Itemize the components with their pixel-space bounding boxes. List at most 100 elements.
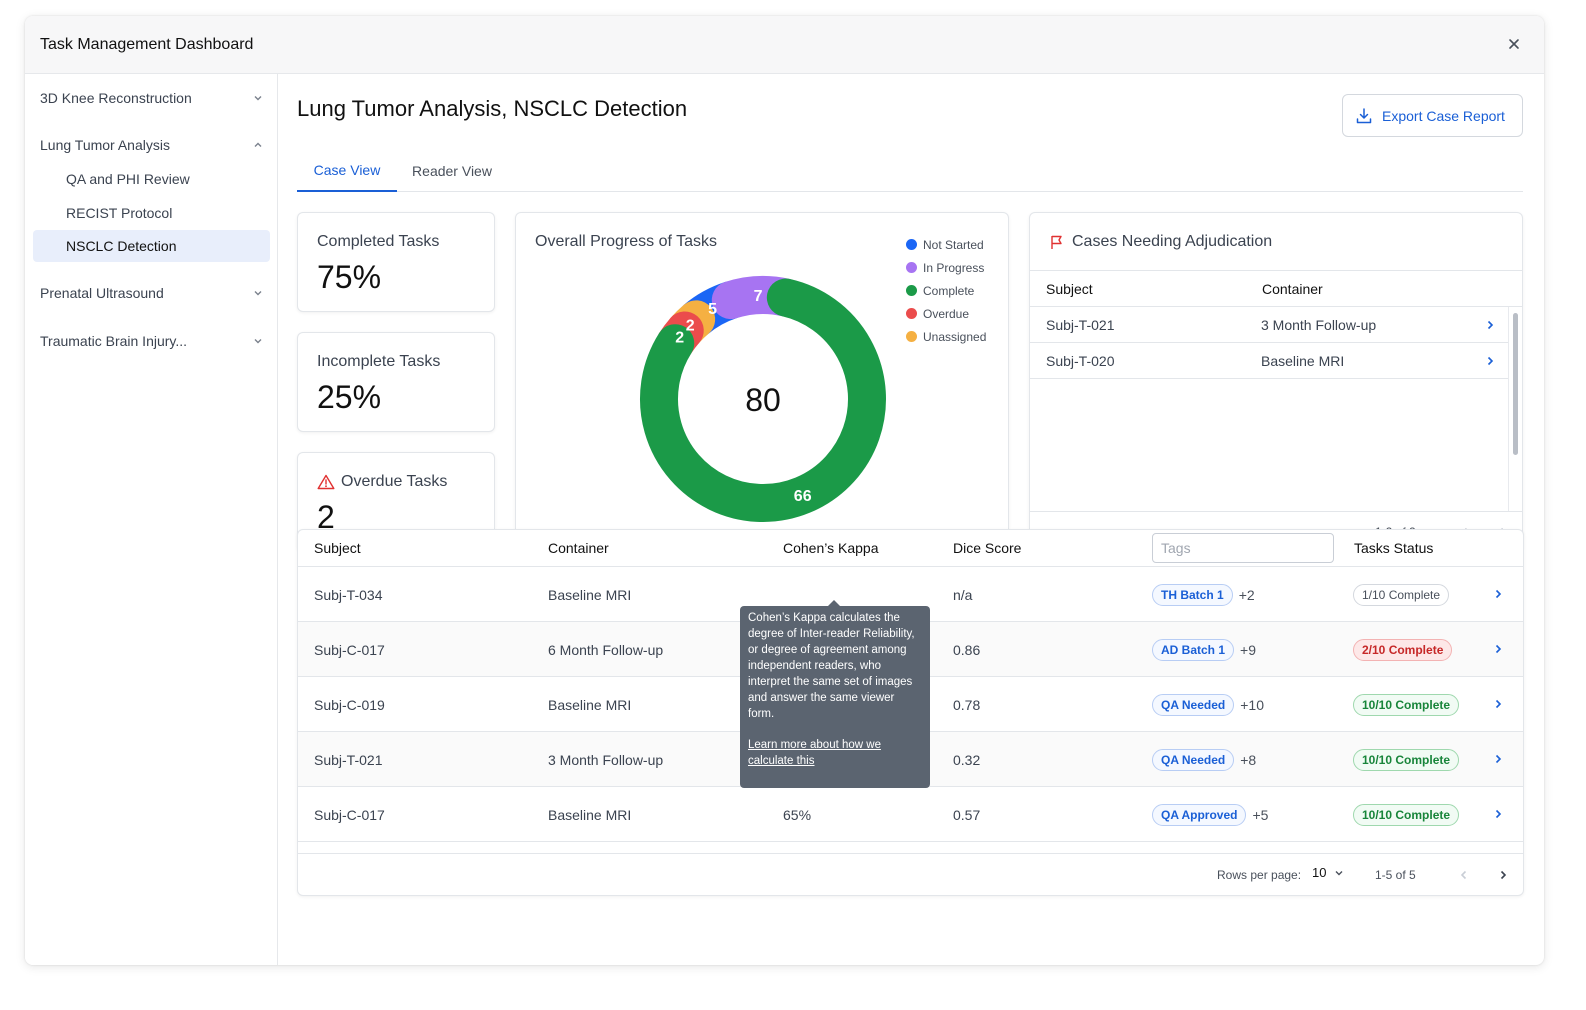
cell-dice-score: 0.78 [953, 696, 981, 713]
adjudication-title: Cases Needing Adjudication [1072, 233, 1273, 250]
cell-dice-score: n/a [953, 586, 973, 603]
more-tags-count[interactable]: +8 [1240, 751, 1257, 768]
chevron-down-icon [254, 339, 262, 344]
rows-per-page-label: Rows per page: [1217, 868, 1302, 882]
table-header-divider [298, 566, 1523, 567]
cell-container: Baseline MRI [548, 806, 632, 823]
more-tags-count[interactable]: +9 [1240, 641, 1256, 658]
sidebar-group-lung[interactable]: Lung Tumor Analysis [40, 129, 265, 161]
sidebar-group-label: 3D Knee Reconstruction [40, 90, 192, 106]
donut-chart: 80 5 7 66 22 [640, 276, 886, 522]
adjudication-row[interactable]: Subj-T-020 Baseline MRI [1030, 343, 1508, 379]
legend-dot [906, 331, 917, 342]
adjudication-row[interactable]: Subj-T-021 3 Month Follow-up [1030, 307, 1508, 343]
rows-per-page-value: 10 [1312, 865, 1327, 880]
overdue-tasks-label: Overdue Tasks [341, 473, 448, 490]
close-button[interactable] [1502, 32, 1526, 56]
chevron-up-icon [254, 142, 262, 147]
adjudication-column-headers: Subject Container [1030, 271, 1522, 307]
tab-case-view[interactable]: Case View [297, 149, 397, 192]
tab-reader-view[interactable]: Reader View [412, 162, 492, 179]
next-page-icon[interactable] [1496, 868, 1510, 882]
tag-chip[interactable]: QA Needed [1152, 748, 1235, 771]
more-tags-count[interactable]: +10 [1240, 696, 1264, 713]
donut-slice-complete [640, 278, 886, 522]
tag-chip[interactable]: QA Needed [1152, 693, 1235, 716]
legend-label: In Progress [923, 260, 985, 275]
col-header-subject: Subject [314, 540, 361, 556]
tag-chip[interactable]: TH Batch 1 [1152, 583, 1233, 606]
donut-slice-label: 66 [794, 488, 812, 505]
table-pagination: Rows per page: 10 1-5 of 5 [298, 853, 1523, 897]
status-badge: 10/10 Complete [1353, 693, 1460, 716]
tag-chip[interactable]: AD Batch 1 [1152, 638, 1235, 661]
sidebar-group-tbi[interactable]: Traumatic Brain Injury... [40, 325, 265, 357]
cell-subject: Subj-T-021 [314, 751, 383, 768]
legend-item-overdue: Overdue [906, 302, 986, 325]
overdue-tasks-header: Overdue Tasks [317, 473, 447, 491]
adj-col-container: Container [1262, 281, 1323, 297]
legend-label: Not Started [923, 237, 984, 252]
legend-item-in-progress: In Progress [906, 256, 986, 279]
cell-tasks-status: 2/10 Complete [1353, 622, 1453, 677]
col-header-cohens-kappa[interactable]: Cohen’s Kappa [783, 540, 879, 556]
cell-tasks-status: 10/10 Complete [1353, 732, 1460, 787]
more-tags-count[interactable]: +5 [1252, 806, 1269, 823]
chevron-right-icon[interactable] [1491, 697, 1505, 711]
cell-tasks-status: 10/10 Complete [1353, 787, 1460, 842]
table-row[interactable]: Subj-C-017 Baseline MRI 65% 0.57 QA Approved… [298, 787, 1523, 842]
chevron-right-icon[interactable] [1491, 587, 1505, 601]
chart-legend: Not Started In Progress Complete Overdue… [906, 233, 986, 348]
sidebar-group-prenatal[interactable]: Prenatal Ultrasound [40, 277, 265, 309]
incomplete-tasks-value: 25% [317, 379, 382, 415]
adjudication-scrollbar[interactable] [1508, 307, 1523, 511]
chevron-right-icon[interactable] [1491, 752, 1505, 766]
chevron-down-icon [254, 291, 262, 296]
more-tags-count[interactable]: +2 [1238, 586, 1255, 603]
warning-icon [317, 474, 335, 490]
status-badge: 10/10 Complete [1353, 803, 1460, 826]
status-badge: 10/10 Complete [1353, 748, 1460, 771]
progress-chart-card: Overall Progress of Tasks Not Started In… [515, 212, 1009, 552]
tooltip-learn-more-link[interactable]: Learn more about how we calculate this [748, 739, 881, 767]
cell-dice-score: 0.86 [953, 641, 981, 658]
adj-subject: Subj-T-021 [1046, 317, 1115, 333]
sidebar-item-recist-protocol[interactable]: RECIST Protocol [66, 205, 173, 221]
chevron-right-icon[interactable] [1491, 807, 1505, 821]
chevron-down-icon [254, 96, 262, 101]
legend-dot [906, 262, 917, 273]
tag-chip[interactable]: QA Approved [1152, 803, 1247, 826]
prev-page-icon[interactable] [1457, 868, 1471, 882]
completed-tasks-label: Completed Tasks [317, 233, 440, 250]
legend-dot [906, 239, 917, 250]
cell-tasks-status: 10/10 Complete [1353, 677, 1460, 732]
sidebar-item-qa-phi-review[interactable]: QA and PHI Review [66, 171, 190, 187]
sidebar-group-knee[interactable]: 3D Knee Reconstruction [40, 82, 265, 114]
tags-filter-input[interactable] [1152, 533, 1334, 563]
export-case-report-button[interactable]: Export Case Report [1342, 94, 1523, 137]
col-header-container: Container [548, 540, 609, 556]
cell-subject: Subj-C-017 [314, 806, 385, 823]
cell-tasks-status: 1/10 Complete [1353, 567, 1450, 622]
title-bar: Task Management Dashboard [25, 16, 1544, 74]
dashboard-window: Task Management Dashboard 3D Knee Recons… [25, 16, 1544, 965]
cell-subject: Subj-C-019 [314, 696, 385, 713]
close-icon [1509, 39, 1519, 49]
sidebar-group-label: Lung Tumor Analysis [40, 137, 170, 153]
legend-item-unassigned: Unassigned [906, 325, 986, 348]
scrollbar-thumb[interactable] [1513, 313, 1518, 455]
cell-dice-score: 0.57 [953, 806, 981, 823]
adj-col-subject: Subject [1046, 281, 1093, 297]
cell-dice-score: 0.32 [953, 751, 981, 768]
overdue-tasks-value: 2 [317, 499, 335, 535]
chevron-right-icon[interactable] [1491, 642, 1505, 656]
cell-tags: TH Batch 1 +2 [1152, 567, 1255, 622]
cell-tags: AD Batch 1 +9 [1152, 622, 1256, 677]
legend-dot [906, 308, 917, 319]
sidebar-item-nsclc-detection[interactable]: NSCLC Detection [33, 230, 270, 262]
adj-container: Baseline MRI [1261, 353, 1345, 369]
adjudication-header: Cases Needing Adjudication [1030, 213, 1522, 271]
rows-per-page-select[interactable]: 10 [1312, 865, 1346, 880]
tooltip-arrow [828, 600, 840, 606]
kappa-value: 65% [783, 806, 812, 823]
